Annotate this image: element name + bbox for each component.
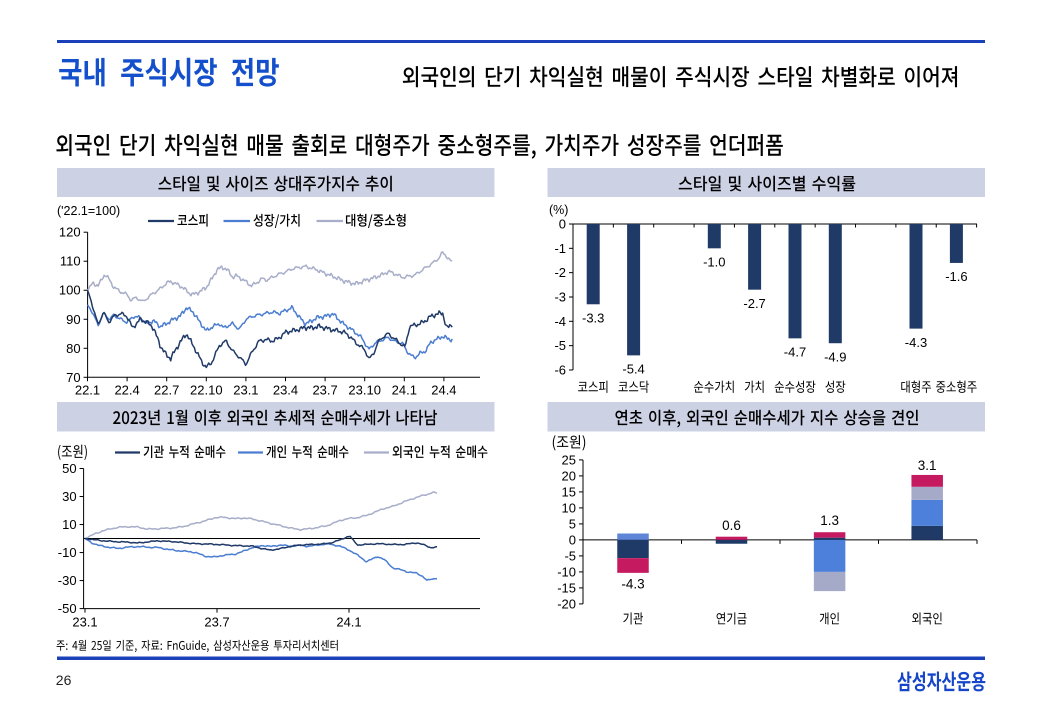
svg-text:-3.3: -3.3 <box>582 311 604 326</box>
svg-text:70: 70 <box>66 370 80 385</box>
svg-text:-10: -10 <box>557 564 576 579</box>
svg-text:100: 100 <box>59 283 81 298</box>
svg-text:23.10: 23.10 <box>348 383 381 398</box>
svg-text:-1: -1 <box>554 241 566 256</box>
svg-text:22.4: 22.4 <box>114 383 139 398</box>
svg-text:24.1: 24.1 <box>336 615 361 630</box>
svg-text:23.7: 23.7 <box>312 383 337 398</box>
svg-text:5: 5 <box>569 516 576 531</box>
svg-text:-1.0: -1.0 <box>703 255 725 270</box>
svg-text:23.7: 23.7 <box>204 615 229 630</box>
svg-text:80: 80 <box>66 341 80 356</box>
svg-text:90: 90 <box>66 312 80 327</box>
svg-text:24.1: 24.1 <box>392 383 417 398</box>
svg-text:30: 30 <box>62 489 76 504</box>
svg-text:120: 120 <box>59 225 81 240</box>
svg-text:22.10: 22.10 <box>190 383 223 398</box>
svg-text:-50: -50 <box>58 601 77 616</box>
svg-text:0.6: 0.6 <box>722 518 741 533</box>
svg-text:0: 0 <box>569 532 576 547</box>
svg-text:10: 10 <box>62 517 76 532</box>
svg-text:('22.1=100): ('22.1=100) <box>57 204 120 218</box>
svg-text:-2: -2 <box>554 265 566 280</box>
svg-text:0: 0 <box>559 217 566 232</box>
svg-text:(%): (%) <box>549 203 568 217</box>
svg-text:24.4: 24.4 <box>431 383 456 398</box>
svg-text:-1.6: -1.6 <box>945 269 967 284</box>
svg-text:25: 25 <box>562 452 576 467</box>
svg-text:15: 15 <box>562 484 576 499</box>
svg-text:-4: -4 <box>554 314 566 329</box>
svg-text:-15: -15 <box>557 580 576 595</box>
svg-text:-3: -3 <box>554 289 566 304</box>
svg-text:-10: -10 <box>58 545 77 560</box>
svg-text:-5.4: -5.4 <box>622 362 644 377</box>
svg-text:-4.3: -4.3 <box>905 335 927 350</box>
svg-text:-2.7: -2.7 <box>743 296 765 311</box>
svg-text:22.1: 22.1 <box>75 383 100 398</box>
svg-text:-4.9: -4.9 <box>824 350 846 365</box>
svg-text:-5: -5 <box>564 548 576 563</box>
svg-text:22.7: 22.7 <box>154 383 179 398</box>
svg-text:23.4: 23.4 <box>273 383 298 398</box>
svg-text:-4.7: -4.7 <box>784 345 806 360</box>
svg-text:-4.3: -4.3 <box>621 577 644 592</box>
svg-text:3.1: 3.1 <box>918 458 937 473</box>
svg-text:1.3: 1.3 <box>820 513 839 528</box>
svg-text:-5: -5 <box>554 338 566 353</box>
svg-text:-6: -6 <box>554 362 566 377</box>
svg-text:20: 20 <box>562 468 576 483</box>
svg-text:26: 26 <box>56 672 72 688</box>
svg-text:-20: -20 <box>557 596 576 611</box>
svg-text:10: 10 <box>562 500 576 515</box>
svg-text:-30: -30 <box>58 573 77 588</box>
svg-text:50: 50 <box>62 461 76 476</box>
svg-text:110: 110 <box>60 254 81 269</box>
svg-text:23.1: 23.1 <box>72 615 97 630</box>
svg-text:23.1: 23.1 <box>233 383 258 398</box>
